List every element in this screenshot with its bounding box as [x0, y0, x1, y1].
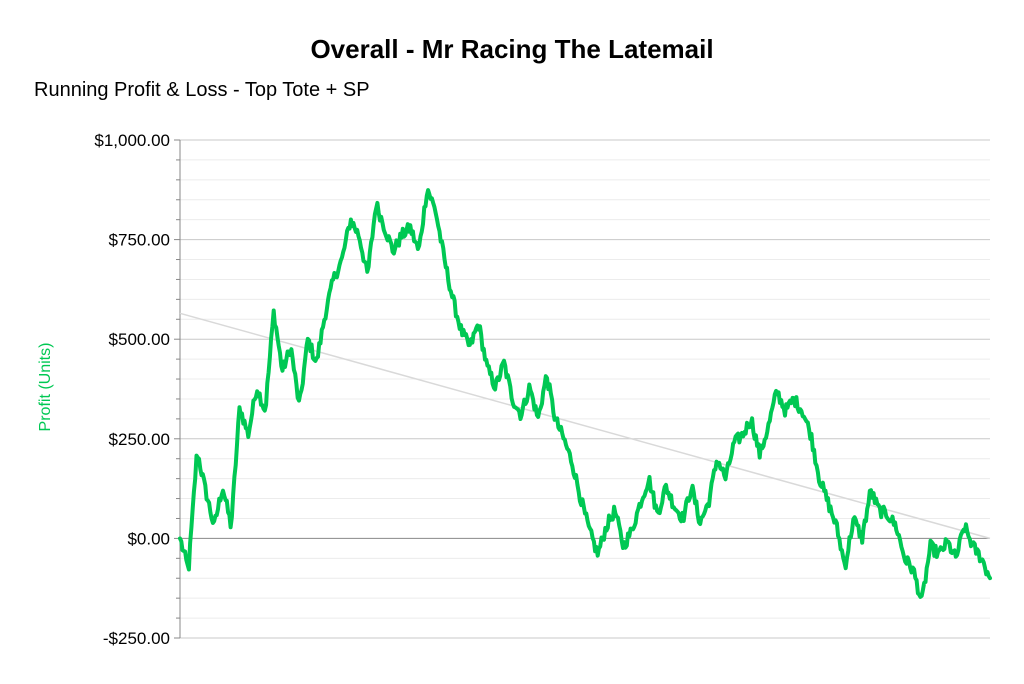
- y-axis-ticks: $1,000.00 $750.00 $500.00 $250.00 $0.00 -$250…: [94, 131, 180, 648]
- y-tick-label: $0.00: [127, 529, 170, 548]
- grid-lines: [180, 139, 990, 639]
- y-tick-label: -$250.00: [103, 629, 170, 648]
- chart-title: Overall - Mr Racing The Latemail: [310, 34, 714, 64]
- chart-subtitle: Running Profit & Loss - Top Tote + SP: [34, 79, 370, 101]
- trend-line: [179, 312, 991, 540]
- y-tick-label: $1,000.00: [94, 131, 170, 150]
- series-line-profit: [178, 188, 992, 599]
- y-tick-label: $250.00: [109, 430, 170, 449]
- y-tick-label: $500.00: [109, 330, 170, 349]
- y-axis-label: Profit (Units): [37, 343, 54, 432]
- y-tick-label: $750.00: [109, 231, 170, 250]
